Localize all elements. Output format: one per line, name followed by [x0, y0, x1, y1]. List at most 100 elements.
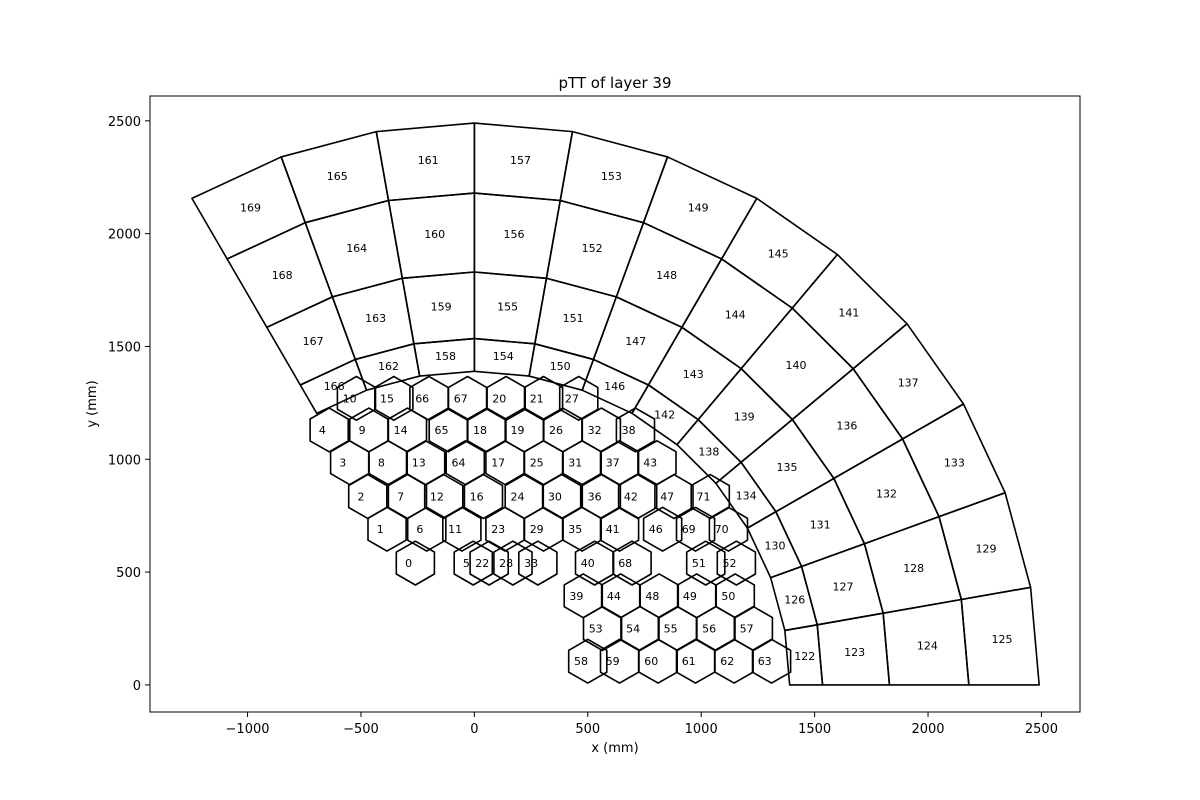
cell-label-28: 28 [499, 557, 513, 570]
cell-label-64: 64 [452, 457, 466, 470]
cell-label-168: 168 [272, 269, 293, 282]
silicon-cell-64 [445, 439, 486, 486]
cell-label-47: 47 [660, 491, 674, 504]
x-tick-label: 2000 [911, 722, 944, 737]
cell-label-126: 126 [784, 594, 805, 607]
cell-label-32: 32 [588, 424, 602, 437]
scintillator-cells [191, 122, 1040, 686]
x-tick-label: 0 [470, 722, 478, 737]
cell-label-123: 123 [844, 646, 865, 659]
cell-label-4: 4 [319, 424, 326, 437]
cell-label-50: 50 [721, 590, 735, 603]
cell-label-48: 48 [645, 590, 659, 603]
cell-label-165: 165 [327, 170, 348, 183]
cell-label-7: 7 [397, 491, 404, 504]
y-tick-label: 1500 [108, 340, 141, 355]
cell-label-23: 23 [491, 523, 505, 536]
silicon-cell-27 [558, 375, 599, 422]
cell-label-166: 166 [324, 380, 345, 393]
silicon-cell-6 [406, 506, 447, 552]
silicon-cell-9 [348, 407, 389, 453]
cell-label-59: 59 [606, 655, 620, 668]
silicon-cell-63 [751, 638, 792, 684]
cell-labels: 122 123 124 1251261271281291301311321331341… [240, 154, 1013, 668]
cell-label-160: 160 [424, 228, 445, 241]
cell-label-36: 36 [588, 491, 602, 504]
cell-label-26: 26 [549, 424, 563, 437]
cell-label-41: 41 [606, 523, 620, 536]
cell-label-5: 5 [463, 557, 470, 570]
cell-label-145: 145 [768, 247, 789, 260]
cell-label-150: 150 [550, 360, 571, 373]
cell-label-25: 25 [530, 457, 544, 470]
cell-label-129: 129 [976, 543, 997, 556]
cell-label-158: 158 [435, 350, 456, 363]
cell-label-31: 31 [568, 457, 582, 470]
cell-label-49: 49 [683, 590, 697, 603]
cell-label-62: 62 [720, 655, 734, 668]
cell-label-22: 22 [475, 557, 489, 570]
cell-label-21: 21 [530, 392, 544, 405]
cell-label-141: 141 [838, 306, 859, 319]
cell-label-157: 157 [510, 154, 531, 167]
cell-label-135: 135 [777, 461, 798, 474]
silicon-cell-32 [581, 407, 622, 453]
axes-frame [149, 95, 1081, 713]
x-axis-ticks: −1000 −500 0 500 1000 1500 2000 2500 [226, 712, 1058, 737]
cell-label-57: 57 [740, 623, 754, 636]
cell-label-18: 18 [473, 424, 487, 437]
silicon-cell-21 [523, 375, 564, 422]
cell-label-148: 148 [656, 269, 677, 282]
cell-label-132: 132 [876, 488, 897, 501]
cell-label-42: 42 [624, 491, 638, 504]
cell-label-136: 136 [836, 419, 857, 432]
cell-label-162: 162 [378, 360, 399, 373]
cell-label-149: 149 [688, 201, 709, 214]
silicon-hex-cells [309, 375, 792, 684]
cell-label-70: 70 [715, 523, 729, 536]
cell-label-27: 27 [565, 392, 579, 405]
cell-label-3: 3 [339, 457, 346, 470]
cell-label-167: 167 [303, 335, 324, 348]
cell-label-125: 125 [992, 633, 1013, 646]
cell-label-17: 17 [491, 457, 505, 470]
silicon-cell-51 [685, 540, 726, 586]
cell-label-169: 169 [240, 201, 261, 214]
cell-label-152: 152 [582, 242, 603, 255]
silicon-cell-28 [493, 540, 533, 586]
scintillator-cell-169 [191, 156, 307, 260]
cell-label-10: 10 [343, 392, 357, 405]
cell-label-124: 124 [917, 640, 938, 653]
x-axis-label: x (mm) [591, 741, 638, 756]
cell-label-163: 163 [365, 312, 386, 325]
silicon-cell-4 [309, 407, 350, 453]
cell-label-24: 24 [511, 491, 525, 504]
cell-label-71: 71 [697, 491, 711, 504]
cell-label-134: 134 [736, 490, 757, 503]
cell-label-155: 155 [497, 301, 518, 314]
cell-label-13: 13 [412, 457, 426, 470]
x-tick-label: 1500 [798, 722, 831, 737]
cell-label-128: 128 [903, 562, 924, 575]
x-tick-label: −500 [343, 722, 379, 737]
cell-label-33: 33 [524, 557, 538, 570]
cell-label-66: 66 [415, 392, 429, 405]
silicon-cell-38 [615, 407, 656, 453]
cell-label-144: 144 [725, 308, 746, 321]
silicon-cell-52 [716, 540, 757, 586]
cell-label-12: 12 [430, 491, 444, 504]
cell-label-46: 46 [649, 523, 663, 536]
cell-label-55: 55 [664, 623, 678, 636]
cell-label-142: 142 [654, 409, 675, 422]
cell-label-65: 65 [435, 424, 449, 437]
cell-label-63: 63 [758, 655, 772, 668]
cell-label-137: 137 [898, 377, 919, 390]
cell-label-146: 146 [604, 380, 625, 393]
cell-label-69: 69 [682, 523, 696, 536]
cell-label-127: 127 [833, 581, 854, 594]
cell-label-14: 14 [394, 424, 408, 437]
cell-label-43: 43 [643, 457, 657, 470]
cell-label-53: 53 [589, 623, 603, 636]
x-tick-label: 1000 [685, 722, 718, 737]
